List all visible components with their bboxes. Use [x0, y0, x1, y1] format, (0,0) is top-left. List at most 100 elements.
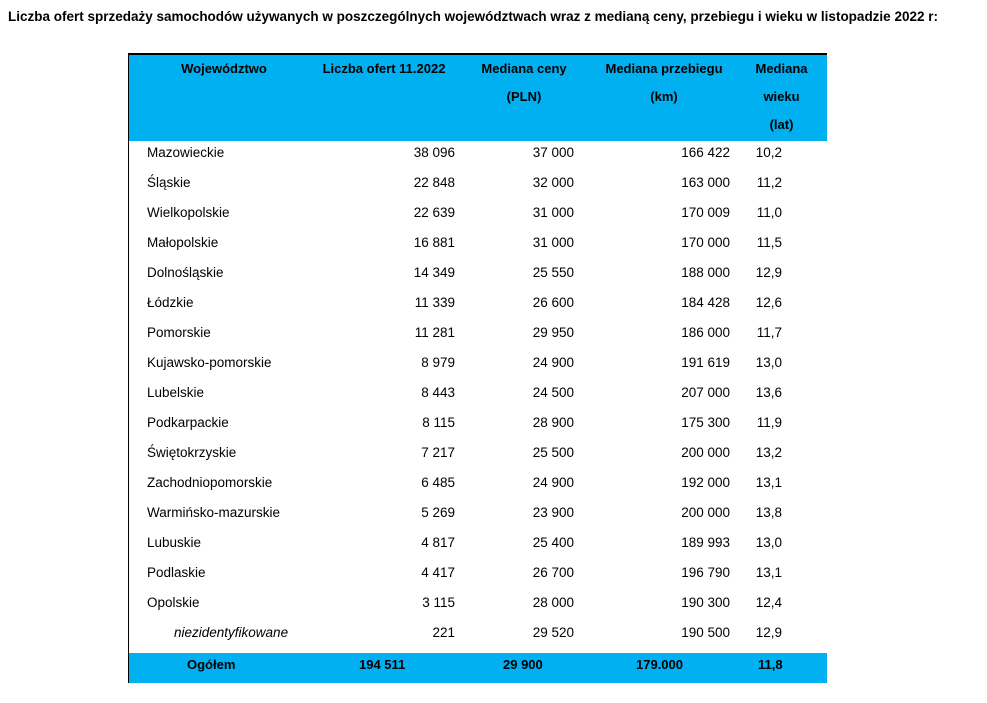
cell-age: 12,6: [755, 295, 782, 310]
page-title: Liczba ofert sprzedaży samochodów używan…: [8, 9, 938, 24]
header-wojewodztwo: Województwo: [181, 61, 267, 76]
table-row: Dolnośląskie 14 349 25 550 188 000 12,9: [129, 259, 827, 289]
cell-age: 11,9: [756, 415, 782, 430]
cell-wojewodztwo: Zachodniopomorskie: [147, 475, 273, 490]
cell-age: 11,7: [756, 325, 782, 340]
table-row: Małopolskie 16 881 31 000 170 000 11,5: [129, 229, 827, 259]
cell-price: 25 500: [532, 445, 574, 460]
table-row: Warmińsko-mazurskie 5 269 23 900 200 000 13,…: [129, 499, 827, 529]
total-label: Ogółem: [187, 657, 236, 672]
table-row: Pomorskie 11 281 29 950 186 000 11,7: [129, 319, 827, 349]
cell-age: 12,4: [755, 595, 782, 610]
cell-price: 24 900: [532, 475, 574, 490]
cell-price: 31 000: [532, 205, 574, 220]
cell-wojewodztwo: Lubuskie: [147, 535, 202, 550]
cell-wojewodztwo: Świętokrzyskie: [147, 445, 237, 460]
cell-mileage: 170 009: [681, 205, 730, 220]
cell-age: 11,2: [756, 175, 782, 190]
cell-wojewodztwo: Warmińsko-mazurskie: [147, 505, 281, 520]
table-row: Lubuskie 4 817 25 400 189 993 13,0: [129, 529, 827, 559]
cell-offers: 8 115: [422, 415, 455, 430]
cell-wojewodztwo: Wielkopolskie: [147, 205, 230, 220]
table-row: Opolskie 3 115 28 000 190 300 12,4: [129, 589, 827, 619]
table-row: Łódzkie 11 339 26 600 184 428 12,6: [129, 289, 827, 319]
cell-price: 32 000: [532, 175, 574, 190]
header-line: Mediana przebiegu: [605, 61, 723, 76]
cell-offers: 4 417: [421, 565, 455, 580]
header-line: (lat): [769, 117, 794, 132]
cell-offers: 8 443: [421, 385, 455, 400]
cell-wojewodztwo: Śląskie: [147, 175, 191, 190]
table-row: Świętokrzyskie 7 217 25 500 200 000 13,2: [129, 439, 827, 469]
cell-offers: 11 281: [414, 325, 455, 340]
cell-price: 28 900: [532, 415, 574, 430]
cell-age: 12,9: [755, 625, 782, 640]
cell-mileage: 191 619: [681, 355, 730, 370]
cell-wojewodztwo: Kujawsko-pomorskie: [147, 355, 272, 370]
cell-mileage: 163 000: [681, 175, 730, 190]
header-line: Mediana: [755, 61, 808, 76]
header-liczba-ofert: Liczba ofert 11.2022: [322, 61, 446, 76]
cell-wojewodztwo: Podlaskie: [147, 565, 206, 580]
cell-offers: 11 339: [414, 295, 455, 310]
cell-age: 12,9: [755, 265, 782, 280]
cell-mileage: 196 790: [681, 565, 730, 580]
table-row: Zachodniopomorskie 6 485 24 900 192 000 13,1: [129, 469, 827, 499]
cell-price: 31 000: [532, 235, 574, 250]
header-line: Mediana ceny: [481, 61, 567, 76]
cell-age: 13,1: [755, 565, 782, 580]
cell-price: 29 950: [532, 325, 574, 340]
cell-mileage: 184 428: [681, 295, 730, 310]
header-line: (km): [650, 89, 678, 104]
cell-offers: 16 881: [413, 235, 455, 250]
cell-price: 29 520: [532, 625, 574, 640]
cell-mileage: 190 500: [681, 625, 730, 640]
cell-wojewodztwo: Dolnośląskie: [147, 265, 224, 280]
cell-mileage: 207 000: [681, 385, 730, 400]
cell-offers: 22 848: [413, 175, 455, 190]
cell-price: 26 600: [532, 295, 574, 310]
table-row: Lubelskie 8 443 24 500 207 000 13,6: [129, 379, 827, 409]
cell-mileage: 175 300: [681, 415, 730, 430]
cell-price: 24 500: [532, 385, 574, 400]
cell-age: 13,8: [755, 505, 782, 520]
cell-wojewodztwo: Lubelskie: [147, 385, 205, 400]
cell-price: 26 700: [532, 565, 574, 580]
cell-age: 13,2: [755, 445, 782, 460]
cell-mileage: 186 000: [681, 325, 730, 340]
table-row: Podlaskie 4 417 26 700 196 790 13,1: [129, 559, 827, 589]
header-mediana-ceny: Mediana ceny (PLN): [469, 55, 579, 111]
data-table: Województwo Liczba ofert 11.2022 Mediana…: [128, 53, 827, 683]
header-line: wieku: [763, 89, 800, 104]
table-row: Podkarpackie 8 115 28 900 175 300 11,9: [129, 409, 827, 439]
total-age: 11,8: [758, 657, 783, 672]
cell-price: 25 550: [532, 265, 574, 280]
cell-age: 13,0: [755, 535, 782, 550]
cell-age: 10,2: [755, 145, 782, 160]
cell-price: 37 000: [532, 145, 574, 160]
cell-mileage: 200 000: [681, 505, 730, 520]
cell-offers: 5 269: [421, 505, 455, 520]
cell-wojewodztwo: Opolskie: [147, 595, 200, 610]
header-mediana-wieku: Mediana wieku (lat): [744, 55, 819, 139]
cell-mileage: 188 000: [681, 265, 730, 280]
cell-wojewodztwo: Małopolskie: [147, 235, 219, 250]
cell-wojewodztwo: Łódzkie: [147, 295, 194, 310]
cell-mileage: 189 993: [681, 535, 730, 550]
cell-age: 11,0: [756, 205, 782, 220]
cell-age: 11,5: [756, 235, 782, 250]
cell-wojewodztwo: Pomorskie: [147, 325, 211, 340]
cell-mileage: 200 000: [681, 445, 730, 460]
total-row: Ogółem 194 511 29 900 179.000 11,8: [129, 653, 827, 683]
table-row: Śląskie 22 848 32 000 163 000 11,2: [129, 169, 827, 199]
cell-price: 25 400: [532, 535, 574, 550]
cell-price: 28 000: [532, 595, 574, 610]
table-row: Kujawsko-pomorskie 8 979 24 900 191 619 13,0: [129, 349, 827, 379]
total-price: 29 900: [503, 657, 543, 672]
total-mileage: 179.000: [636, 657, 683, 672]
cell-age: 13,6: [755, 385, 782, 400]
cell-offers: 14 349: [413, 265, 455, 280]
cell-price: 23 900: [532, 505, 574, 520]
cell-mileage: 192 000: [681, 475, 730, 490]
cell-mileage: 170 000: [681, 235, 730, 250]
